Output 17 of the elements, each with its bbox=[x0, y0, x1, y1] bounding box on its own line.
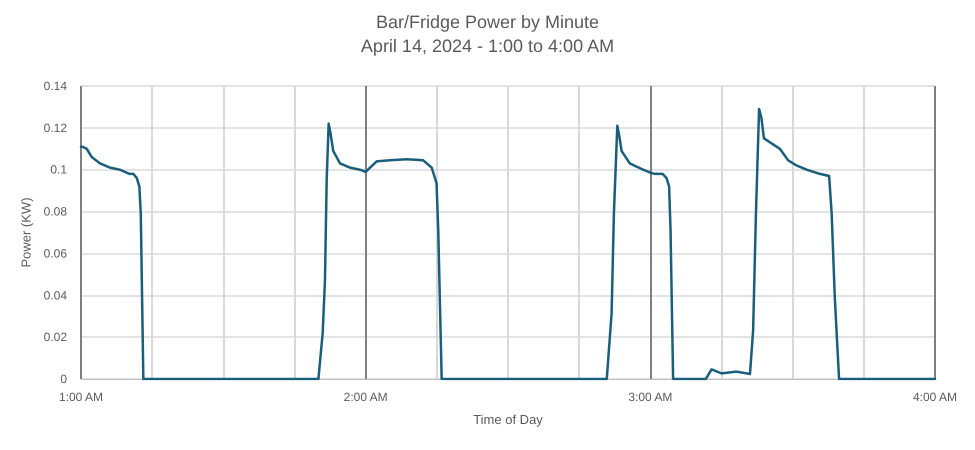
y-tick-label: 0.06 bbox=[44, 246, 68, 260]
x-tick-label: 4:00 AM bbox=[912, 390, 958, 404]
y-tick-label: 0.12 bbox=[44, 120, 68, 135]
chart-title: Bar/Fridge Power by Minute bbox=[376, 12, 600, 32]
y-tick-label: 0.1 bbox=[50, 162, 68, 177]
y-axis-title: Power (KW) bbox=[18, 197, 34, 268]
x-tick-label: 2:00 AM bbox=[344, 390, 388, 404]
y-tick-label: 0 bbox=[60, 372, 68, 386]
y-tick-label: 0.14 bbox=[44, 79, 68, 93]
x-tick-label: 3:00 AM bbox=[628, 390, 672, 404]
line-series bbox=[80, 108, 936, 380]
chart-subtitle: April 14, 2024 - 1:00 to 4:00 AM bbox=[360, 36, 614, 56]
x-tick-label: 1:00 AM bbox=[58, 390, 104, 404]
y-tick-label: 0.08 bbox=[44, 204, 68, 219]
y-tick-label: 0.02 bbox=[44, 330, 68, 344]
x-axis-title: Time of Day bbox=[473, 412, 544, 427]
y-tick-label: 0.04 bbox=[44, 288, 68, 302]
